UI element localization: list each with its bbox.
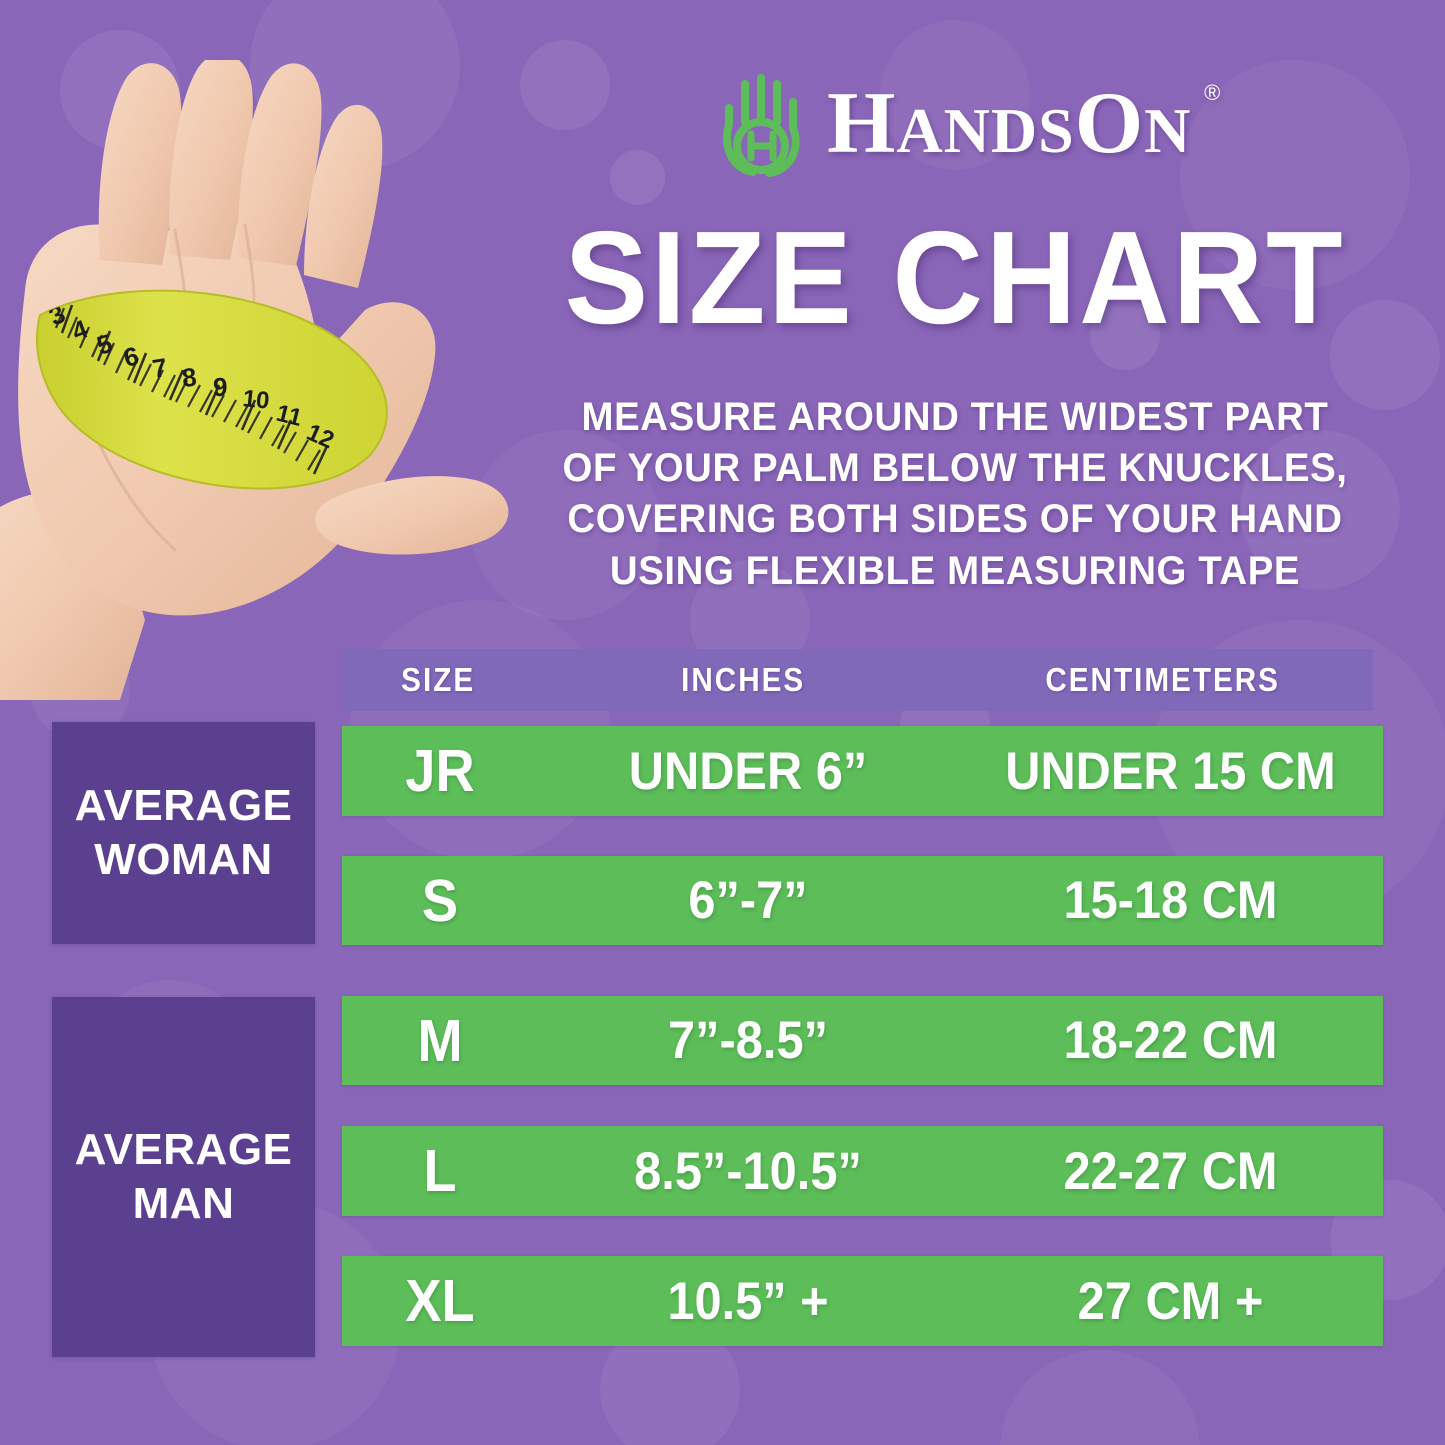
cell-centimeters: 15-18 CM [1063,871,1278,930]
table-row: S 6”-7” 15-18 CM [342,856,1383,945]
cell-centimeters: 18-22 CM [1063,1011,1278,1070]
column-header-inches: INCHES [681,661,806,698]
brand-name-h: H [827,75,897,172]
hand-with-measuring-tape-photo: 2 3 4 5 6 7 8 9 10 11 12 [0,60,530,700]
cell-size: L [423,1138,457,1204]
table-row: XL 10.5” + 27 CM + [342,1256,1383,1346]
cell-inches: 6”-7” [688,871,808,930]
brand-logo: HANDSON ® [715,68,1220,180]
table-row: L 8.5”-10.5” 22-27 CM [342,1126,1383,1216]
cell-size: XL [405,1268,475,1334]
cell-inches: 10.5” + [667,1271,829,1331]
brand-name-ands: ANDS [896,95,1075,166]
category-woman-line-1: AVERAGE [74,781,293,831]
category-block-average-woman: AVERAGE WOMAN [52,722,315,944]
svg-text:7: 7 [150,352,169,384]
svg-text:6: 6 [121,341,141,373]
cell-centimeters: 27 CM + [1077,1271,1264,1331]
svg-text:8: 8 [180,362,198,393]
svg-text:10: 10 [241,385,270,415]
column-header-size: SIZE [401,661,476,698]
page-title: SIZE CHART [564,204,1346,351]
brand-name-n: N [1144,95,1192,166]
instruction-line-2: OF YOUR PALM BELOW THE KNUCKLES, [562,446,1348,491]
cell-centimeters: UNDER 15 CM [1005,741,1336,801]
cell-centimeters: 22-27 CM [1063,1141,1278,1201]
brand-wordmark: HANDSON ® [827,80,1220,168]
instruction-line-1: MEASURE AROUND THE WIDEST PART [581,395,1329,439]
svg-text:11: 11 [274,400,305,432]
column-header-centimeters: CENTIMETERS [1045,661,1280,698]
cell-size: M [417,1007,463,1074]
measuring-instructions: MEASURE AROUND THE WIDEST PART OF YOUR P… [537,392,1372,597]
cell-size: S [421,867,459,934]
table-row: M 7”-8.5” 18-22 CM [342,996,1383,1085]
cell-inches: UNDER 6” [628,741,868,801]
cell-inches: 7”-8.5” [668,1011,828,1070]
hand-h-monogram-icon [715,68,807,180]
cell-size: JR [405,738,475,804]
svg-text:9: 9 [213,372,227,402]
cell-inches: 8.5”-10.5” [634,1141,862,1201]
brand-name-o: O [1074,75,1145,172]
instruction-line-3: COVERING BOTH SIDES OF YOUR HAND [567,497,1343,542]
size-table-header: SIZE INCHES CENTIMETERS [341,649,1373,711]
registered-trademark-icon: ® [1204,80,1222,105]
category-block-average-man: AVERAGE MAN [52,997,315,1357]
category-man-line-1: AVERAGE [74,1125,293,1175]
table-row: JR UNDER 6” UNDER 15 CM [342,726,1383,816]
category-man-line-2: MAN [132,1179,235,1228]
category-woman-line-2: WOMAN [94,835,273,884]
instruction-line-4: USING FLEXIBLE MEASURING TAPE [609,548,1301,593]
